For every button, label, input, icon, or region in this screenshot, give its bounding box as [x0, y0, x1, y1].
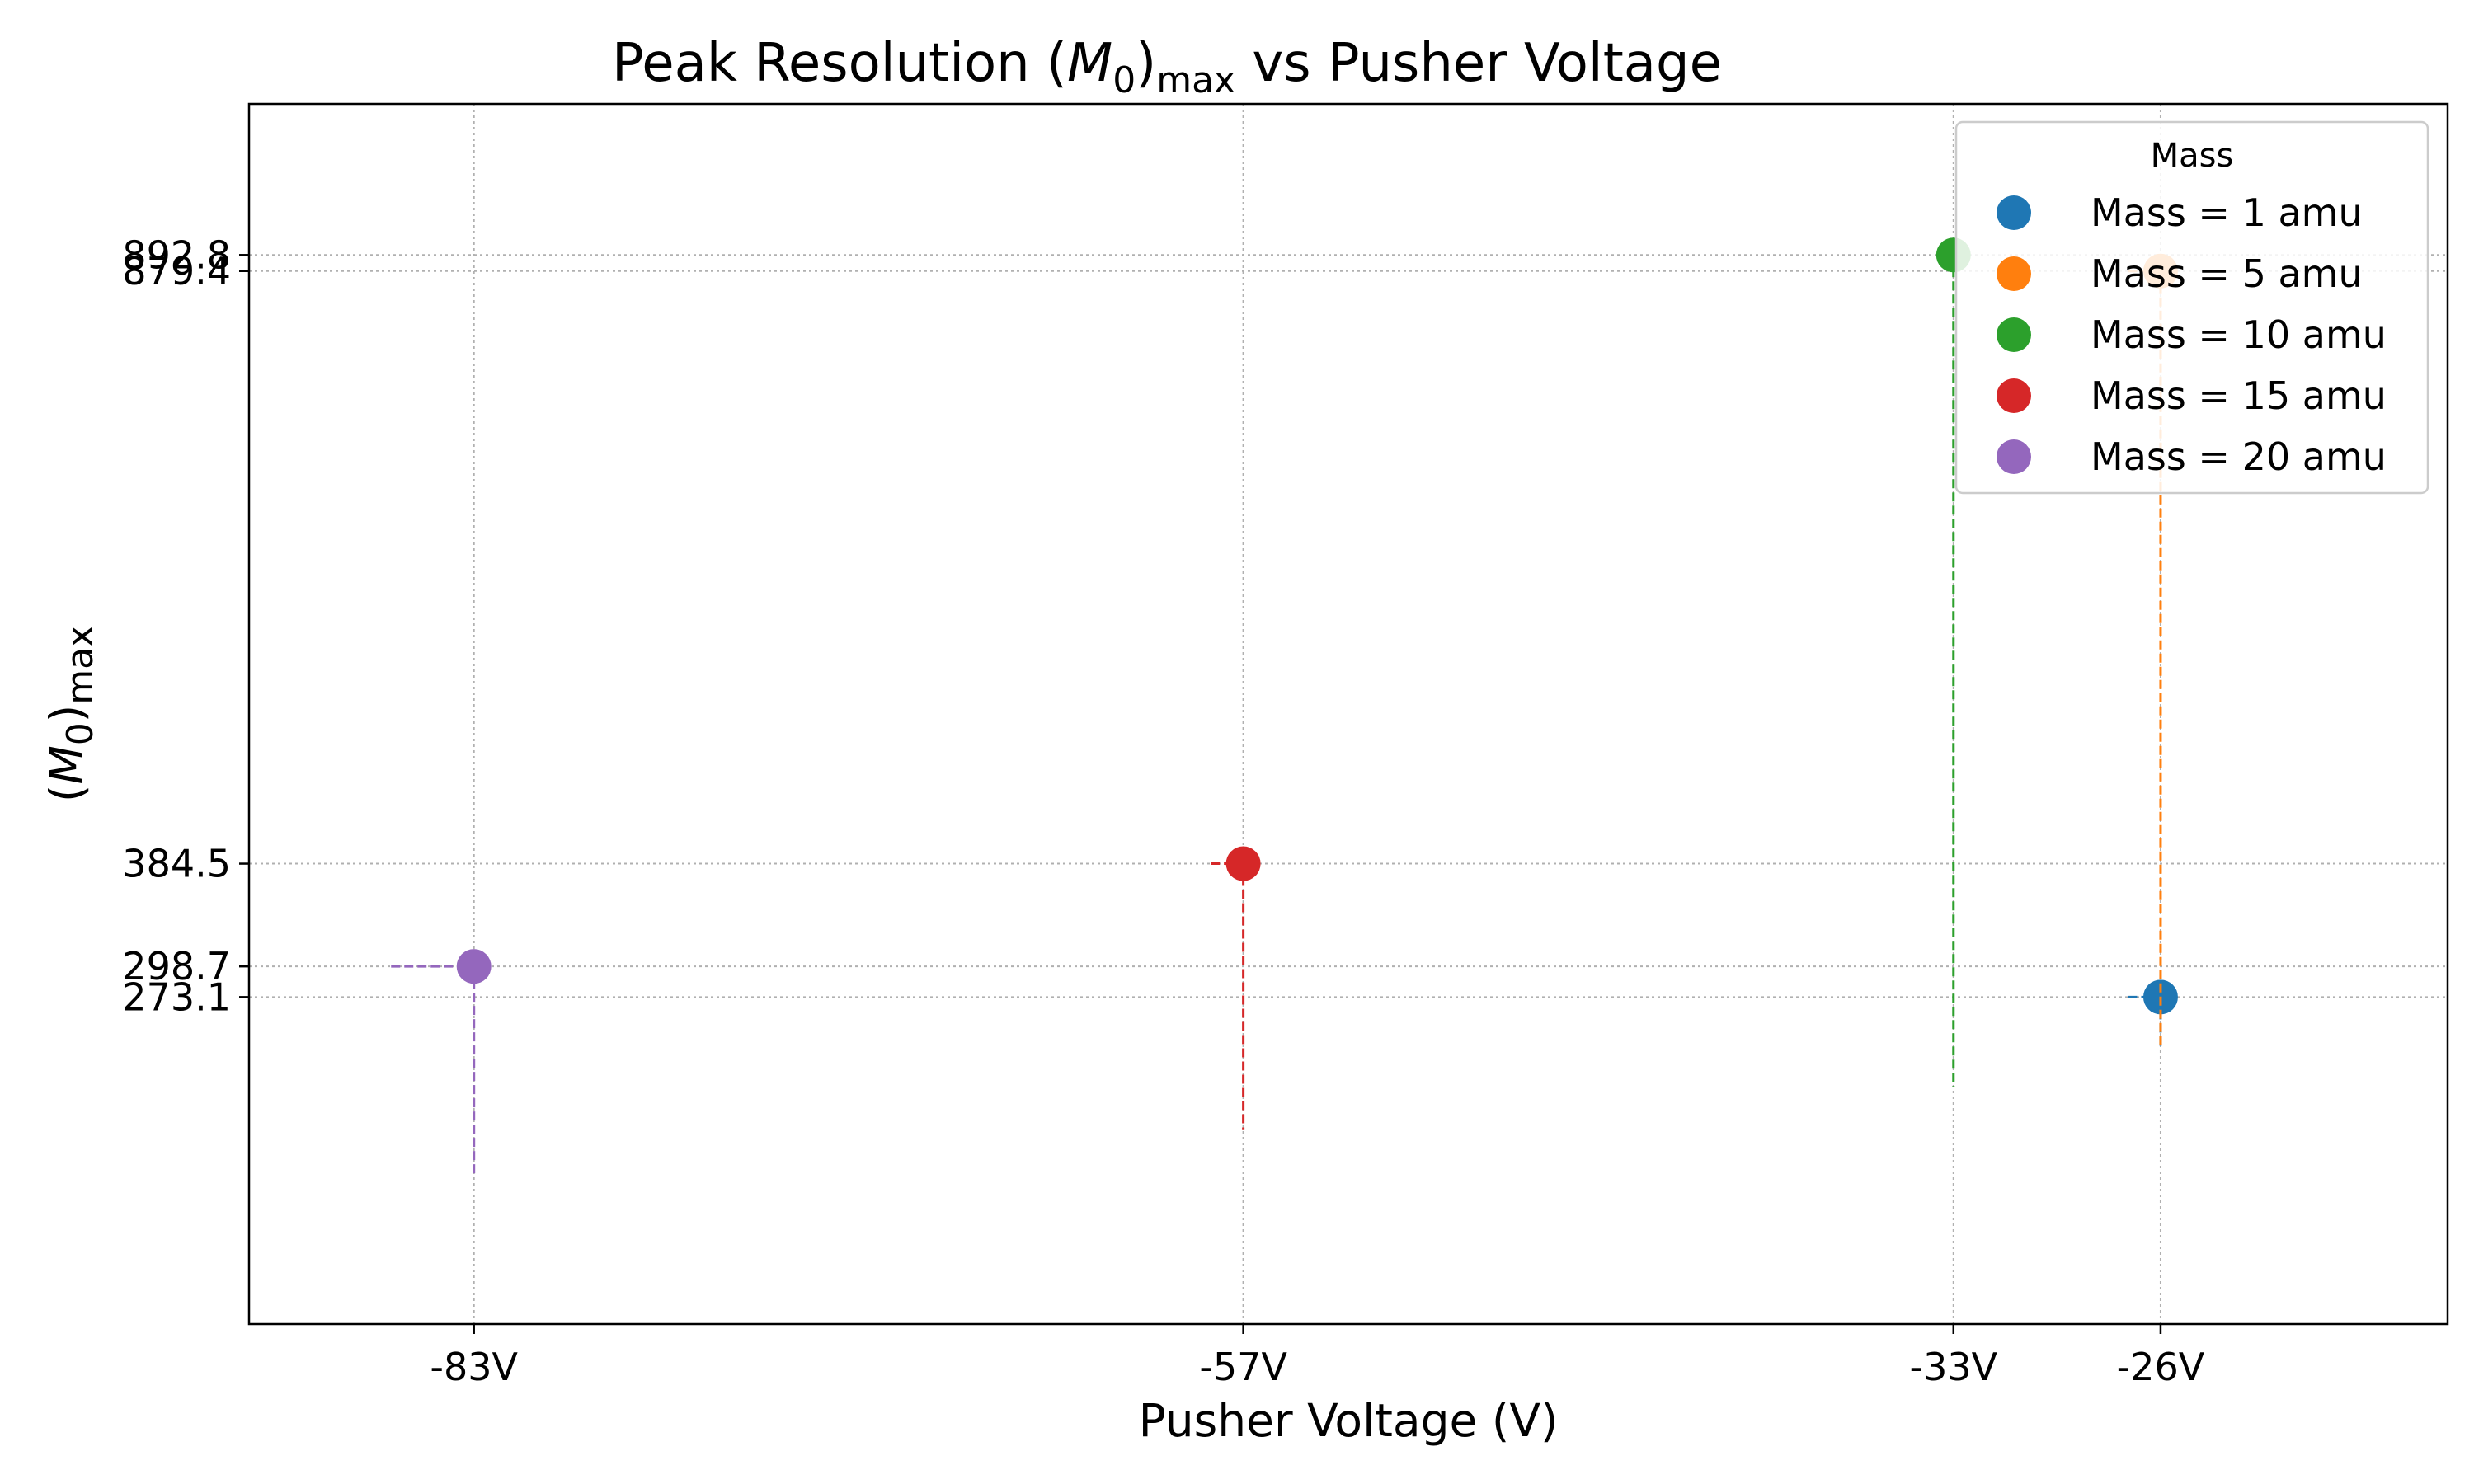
x-tick-label: -83V — [430, 1345, 518, 1389]
x-tick-label: -33V — [1909, 1345, 1997, 1389]
legend-label: Mass = 1 amu — [2091, 190, 2363, 235]
y-axis-label: (M0)max — [40, 626, 101, 802]
data-point — [1225, 846, 1261, 881]
data-point — [456, 949, 492, 984]
y-tick-label: 879.4 — [122, 249, 231, 294]
legend: Mass Mass = 1 amu Mass = 5 amu Mass = 10 a… — [1954, 120, 2429, 495]
legend-marker — [1997, 317, 2031, 352]
legend-label: Mass = 10 amu — [2091, 312, 2387, 357]
x-tick-label: -57V — [1199, 1345, 1287, 1389]
x-axis: -83V -57V -33V -26V — [430, 1324, 2205, 1389]
legend-label: Mass = 20 amu — [2091, 434, 2387, 479]
legend-marker — [1997, 195, 2031, 230]
legend-marker — [1997, 378, 2031, 413]
series-layer — [391, 237, 2178, 1175]
y-tick-label: 384.5 — [122, 842, 231, 886]
legend-label: Mass = 15 amu — [2091, 373, 2387, 418]
y-tick-label: 273.1 — [122, 974, 231, 1019]
legend-marker — [1997, 256, 2031, 291]
x-tick-label: -26V — [2117, 1345, 2205, 1389]
y-tick-label: 892.8 — [122, 232, 231, 277]
legend-marker — [1997, 439, 2031, 474]
y-tick-label: 298.7 — [122, 944, 231, 989]
legend-items: Mass = 1 amu Mass = 5 amu Mass = 10 amu Mas… — [1997, 190, 2387, 479]
legend-box — [1954, 120, 2429, 495]
legend-title: Mass — [2151, 137, 2234, 175]
plot-frame — [247, 102, 2449, 1326]
x-axis-label: Pusher Voltage (V) — [1139, 1394, 1559, 1447]
legend-label: Mass = 5 amu — [2091, 251, 2363, 296]
chart-title: Peak Resolution (M0)max vs Pusher Voltag… — [612, 33, 1722, 101]
